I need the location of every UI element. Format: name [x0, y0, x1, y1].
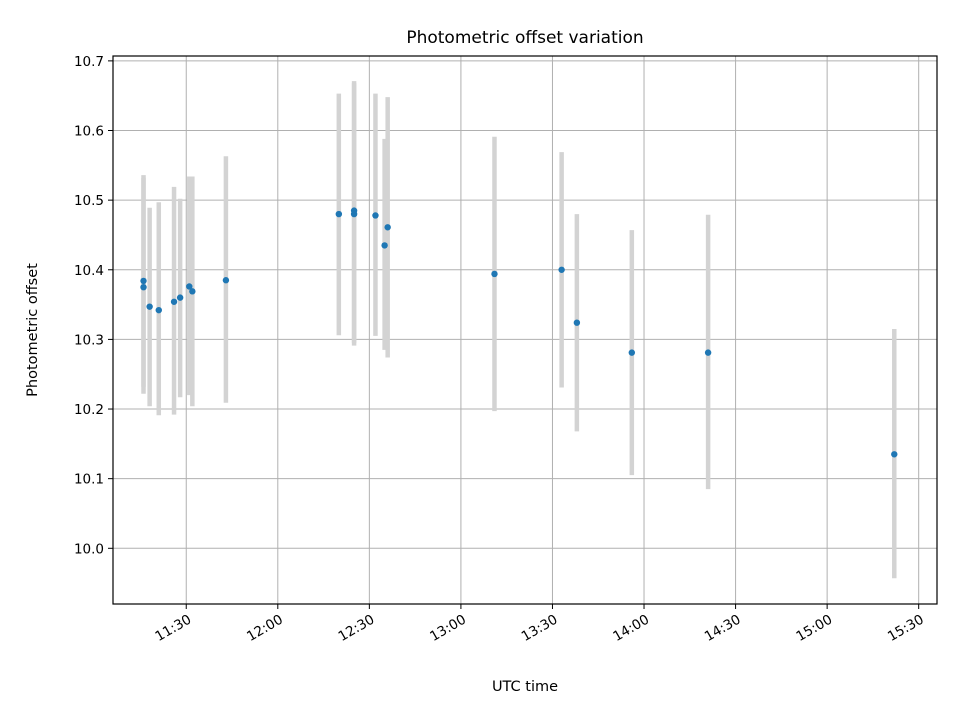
data-point — [491, 270, 498, 278]
chart-title: Photometric offset variation — [406, 28, 643, 48]
data-point — [189, 288, 196, 295]
data-point — [176, 294, 184, 301]
x-axis-title: UTC time — [492, 679, 558, 695]
data-point — [155, 306, 162, 314]
data-point — [140, 277, 147, 285]
data-point — [140, 283, 147, 291]
data-point — [146, 303, 153, 310]
y-tick-label: 10.0 — [74, 541, 104, 557]
data-point — [372, 212, 379, 219]
y-axis-ticks: 10.0 10.1 10.2 10.3 10.4 10.5 10.6 10.7 — [74, 54, 113, 557]
data-point — [170, 298, 178, 305]
data-point — [628, 349, 636, 356]
plot-frame — [112, 55, 938, 605]
data-point — [350, 207, 358, 214]
y-tick-label: 10.5 — [74, 193, 104, 209]
data-point — [384, 224, 391, 231]
y-tick-label: 10.7 — [74, 54, 104, 70]
y-tick-label: 10.6 — [74, 124, 104, 140]
data-point — [558, 266, 565, 273]
data-point — [222, 277, 230, 284]
data-point — [704, 349, 712, 356]
data-point — [186, 283, 193, 290]
grid — [113, 56, 937, 604]
y-tick-label: 10.4 — [74, 263, 104, 279]
y-axis-title: Photometric offset — [25, 263, 41, 397]
data-point — [573, 319, 581, 326]
data-point — [335, 210, 343, 218]
data-point — [381, 242, 388, 249]
y-tick-label: 10.3 — [74, 332, 104, 348]
y-tick-label: 10.2 — [74, 402, 104, 418]
y-tick-label: 10.1 — [74, 472, 104, 488]
data-point — [891, 451, 898, 458]
data-points — [140, 207, 898, 458]
